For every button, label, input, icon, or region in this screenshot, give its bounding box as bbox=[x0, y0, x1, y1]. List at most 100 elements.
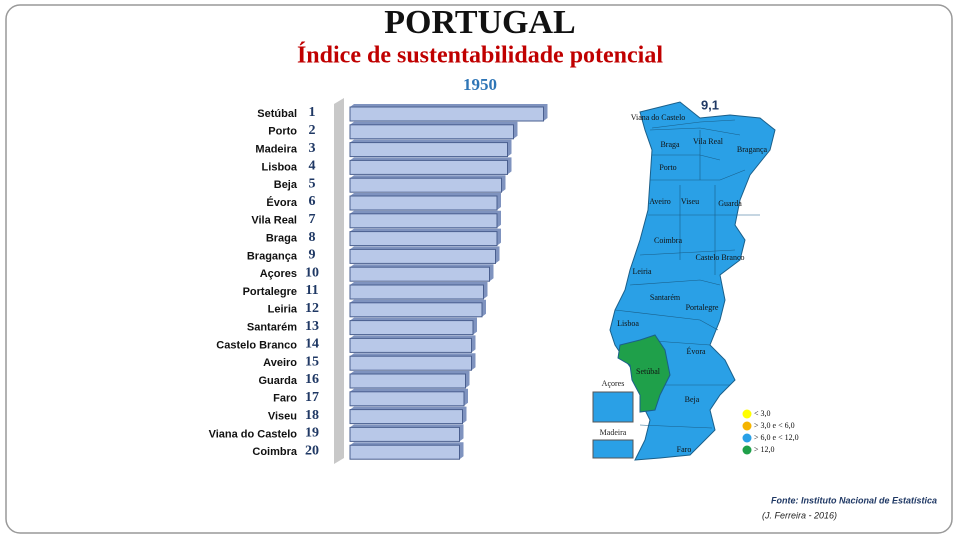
region-label: Aveiro bbox=[649, 197, 671, 206]
bar-depth bbox=[350, 282, 488, 299]
category-label: Viseu bbox=[268, 411, 297, 423]
legend-label: < 3,0 bbox=[754, 409, 771, 418]
category-label: Açores bbox=[260, 268, 297, 280]
bar-depth bbox=[350, 228, 501, 246]
region-label: Guarda bbox=[718, 199, 742, 208]
bar-depth bbox=[350, 371, 470, 388]
rank-label: 9 bbox=[309, 248, 316, 263]
bar-depth bbox=[350, 175, 506, 193]
acores-inset bbox=[592, 391, 634, 423]
rank-label: 3 bbox=[309, 141, 316, 156]
rank-label: 4 bbox=[309, 159, 316, 174]
inset-label: Madeira bbox=[600, 428, 627, 437]
bar-depth bbox=[350, 424, 464, 442]
rank-label: 6 bbox=[309, 194, 316, 209]
bar bbox=[349, 444, 460, 460]
rank-label: 16 bbox=[305, 372, 319, 387]
madeira-inset bbox=[592, 439, 634, 459]
bar bbox=[349, 373, 466, 389]
bar-depth bbox=[350, 139, 512, 157]
legend-swatch bbox=[742, 421, 752, 431]
rank-label: 11 bbox=[305, 283, 318, 298]
rank-label: 5 bbox=[309, 176, 316, 191]
rank-label: 19 bbox=[305, 426, 319, 441]
rank-label: 7 bbox=[309, 212, 316, 227]
bar-depth bbox=[350, 388, 468, 406]
subtitle: Índice de sustentabilidade potencial bbox=[297, 43, 663, 69]
rank-label: 8 bbox=[309, 230, 316, 245]
rank-label: 17 bbox=[305, 390, 319, 405]
region-label: Lisboa bbox=[617, 319, 639, 328]
bar-depth bbox=[350, 299, 486, 317]
bar bbox=[349, 231, 498, 247]
region-label: Portalegre bbox=[686, 303, 719, 312]
bar-depth bbox=[350, 335, 476, 353]
bar-depth bbox=[350, 246, 500, 264]
bar bbox=[349, 409, 463, 425]
bar-depth bbox=[350, 317, 477, 335]
category-label: Bragança bbox=[247, 250, 298, 262]
bar bbox=[349, 106, 544, 122]
rank-label: 18 bbox=[305, 408, 319, 423]
bar bbox=[349, 391, 465, 407]
region-label: Évora bbox=[686, 346, 706, 356]
inset-label: Açores bbox=[602, 379, 625, 388]
category-label: Braga bbox=[266, 233, 298, 245]
bar bbox=[349, 159, 508, 175]
legend-label: > 3,0 e < 6,0 bbox=[754, 421, 795, 430]
title: PORTUGAL bbox=[384, 4, 575, 41]
bar bbox=[349, 337, 472, 353]
author: (J. Ferreira - 2016) bbox=[762, 510, 837, 520]
category-label: Évora bbox=[266, 196, 297, 209]
border bbox=[651, 119, 736, 129]
bar bbox=[349, 195, 498, 211]
source: Fonte: Instituto Nacional de Estatística bbox=[771, 495, 937, 505]
setubal-region bbox=[617, 334, 671, 413]
rank-label: 20 bbox=[305, 443, 319, 458]
bar-depth bbox=[350, 442, 464, 460]
map bbox=[592, 101, 776, 461]
bar bbox=[349, 320, 474, 336]
rank-label: 13 bbox=[305, 319, 319, 334]
bar bbox=[349, 142, 508, 158]
legend-swatch bbox=[742, 409, 752, 419]
region-label: Vila Real bbox=[693, 137, 724, 146]
region-label: Viseu bbox=[681, 197, 699, 206]
bar bbox=[349, 355, 472, 371]
region-label: Setúbal bbox=[636, 367, 661, 376]
category-label: Lisboa bbox=[262, 161, 298, 173]
bar-depth bbox=[350, 210, 501, 228]
bar-depth bbox=[350, 121, 518, 139]
bar bbox=[349, 213, 498, 229]
region-label: Beja bbox=[685, 395, 700, 404]
category-label: Castelo Branco bbox=[216, 339, 297, 351]
bar bbox=[349, 426, 460, 442]
rank-label: 10 bbox=[305, 265, 319, 280]
category-label: Guarda bbox=[258, 375, 297, 387]
region-label: Coimbra bbox=[654, 236, 682, 245]
region-label: Bragança bbox=[737, 145, 768, 154]
rank-label: 14 bbox=[305, 337, 319, 352]
bar-depth bbox=[350, 193, 501, 210]
bar-backdrop bbox=[334, 98, 344, 464]
category-label: Santarém bbox=[247, 322, 297, 334]
rank-label: 15 bbox=[305, 354, 319, 369]
legend-label: > 6,0 e < 12,0 bbox=[754, 433, 799, 442]
region-label: Faro bbox=[677, 445, 692, 454]
bar bbox=[349, 177, 502, 193]
legend-swatch bbox=[742, 445, 752, 455]
bar bbox=[349, 266, 490, 282]
national-value: 9,1 bbox=[701, 97, 719, 112]
category-label: Viana do Castelo bbox=[209, 428, 298, 440]
rank-label: 2 bbox=[309, 123, 316, 138]
bar bbox=[349, 284, 484, 300]
bar bbox=[349, 302, 483, 318]
region-label: Leiria bbox=[632, 267, 652, 276]
legend-swatch bbox=[742, 433, 752, 443]
region-label: Braga bbox=[660, 140, 680, 149]
bar-depth bbox=[350, 353, 476, 371]
category-label: Porto bbox=[268, 126, 297, 138]
bar-depth bbox=[350, 406, 467, 424]
category-label: Faro bbox=[273, 393, 297, 405]
